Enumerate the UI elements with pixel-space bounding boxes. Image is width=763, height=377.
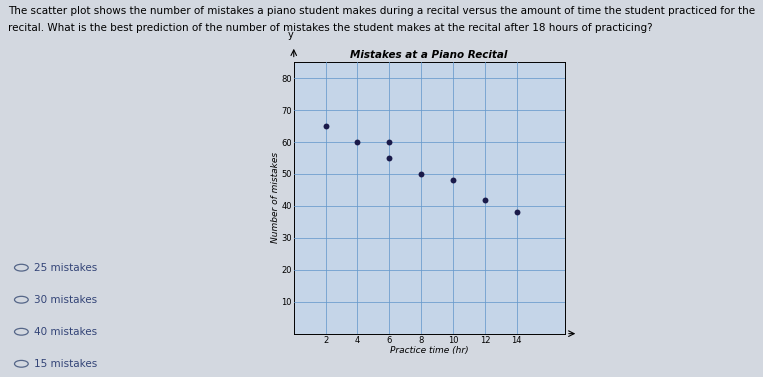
Point: [415, 171, 427, 177]
Point: [383, 155, 395, 161]
Text: recital. What is the best prediction of the number of mistakes the student makes: recital. What is the best prediction of …: [8, 23, 652, 33]
X-axis label: Practice time (hr): Practice time (hr): [390, 346, 468, 355]
Text: 40 mistakes: 40 mistakes: [34, 327, 98, 337]
Text: y: y: [288, 31, 294, 40]
Text: 30 mistakes: 30 mistakes: [34, 295, 98, 305]
Point: [320, 123, 332, 129]
Text: The scatter plot shows the number of mistakes a piano student makes during a rec: The scatter plot shows the number of mis…: [8, 6, 755, 16]
Point: [447, 177, 459, 183]
Y-axis label: Number of mistakes: Number of mistakes: [271, 152, 280, 244]
Point: [479, 196, 491, 202]
Point: [510, 209, 523, 215]
Point: [352, 139, 364, 145]
Point: [383, 139, 395, 145]
Text: 15 mistakes: 15 mistakes: [34, 359, 98, 369]
Text: 25 mistakes: 25 mistakes: [34, 263, 98, 273]
Title: Mistakes at a Piano Recital: Mistakes at a Piano Recital: [350, 50, 508, 60]
